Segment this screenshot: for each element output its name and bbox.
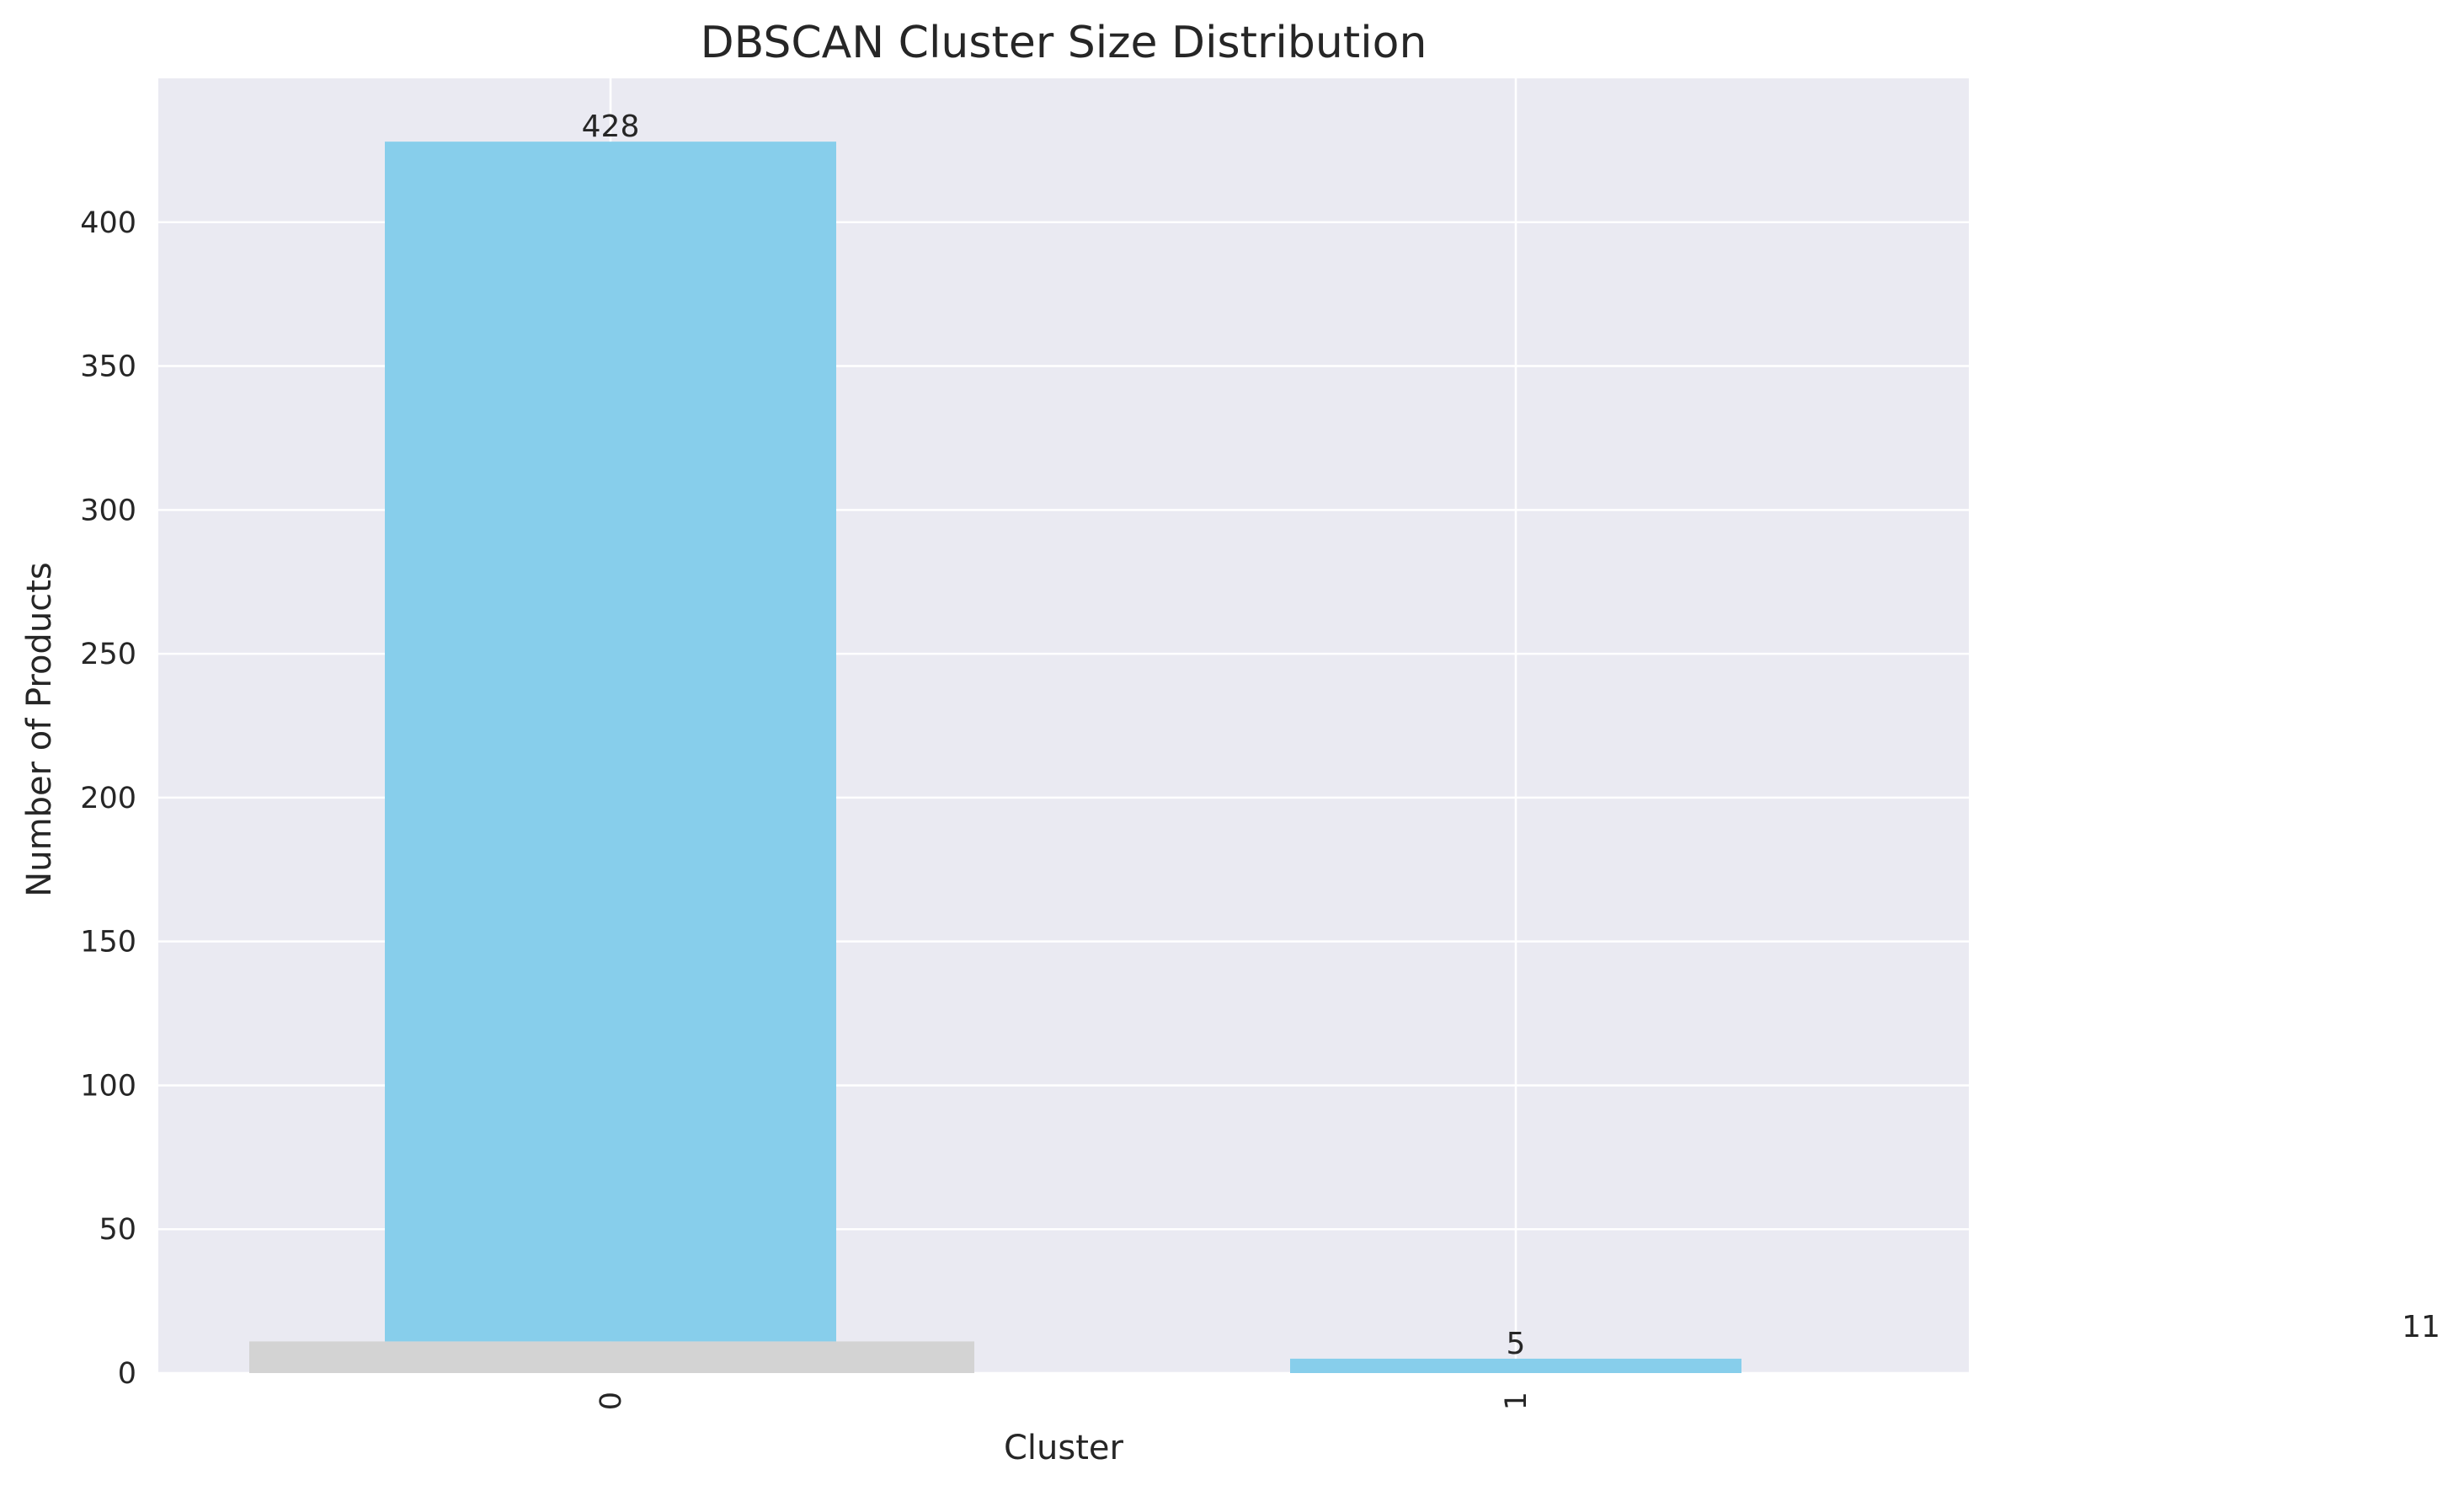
y-tick-label: 400 [80, 206, 136, 240]
chart-title: DBSCAN Cluster Size Distribution [701, 18, 1427, 68]
y-tick-label: 300 [80, 494, 136, 527]
bar-cluster-0 [385, 142, 836, 1342]
data-labels: 428 5 [582, 110, 1526, 1361]
y-axis-label: Number of Products [20, 562, 59, 896]
x-tick-label: 1 [1500, 1392, 1533, 1410]
y-tick-label: 0 [118, 1357, 136, 1391]
y-tick-label: 200 [80, 782, 136, 815]
y-tick-label: 100 [80, 1069, 136, 1103]
bars [249, 142, 1741, 1373]
y-axis-ticks: 0 50 100 150 200 250 300 350 400 [80, 206, 136, 1391]
data-label-cluster-1: 5 [1507, 1327, 1526, 1361]
bar-cluster-1 [1290, 1358, 1741, 1373]
y-tick-label: 150 [80, 926, 136, 959]
x-axis-label: Cluster [1004, 1429, 1124, 1467]
y-tick-label: 350 [80, 350, 136, 384]
data-label-cluster-0: 428 [582, 110, 640, 144]
y-tick-label: 50 [99, 1213, 136, 1247]
background-bar [249, 1341, 974, 1373]
y-tick-label: 250 [80, 638, 136, 671]
stray-label: 11 [2402, 1310, 2440, 1344]
x-tick-label: 0 [595, 1392, 628, 1410]
